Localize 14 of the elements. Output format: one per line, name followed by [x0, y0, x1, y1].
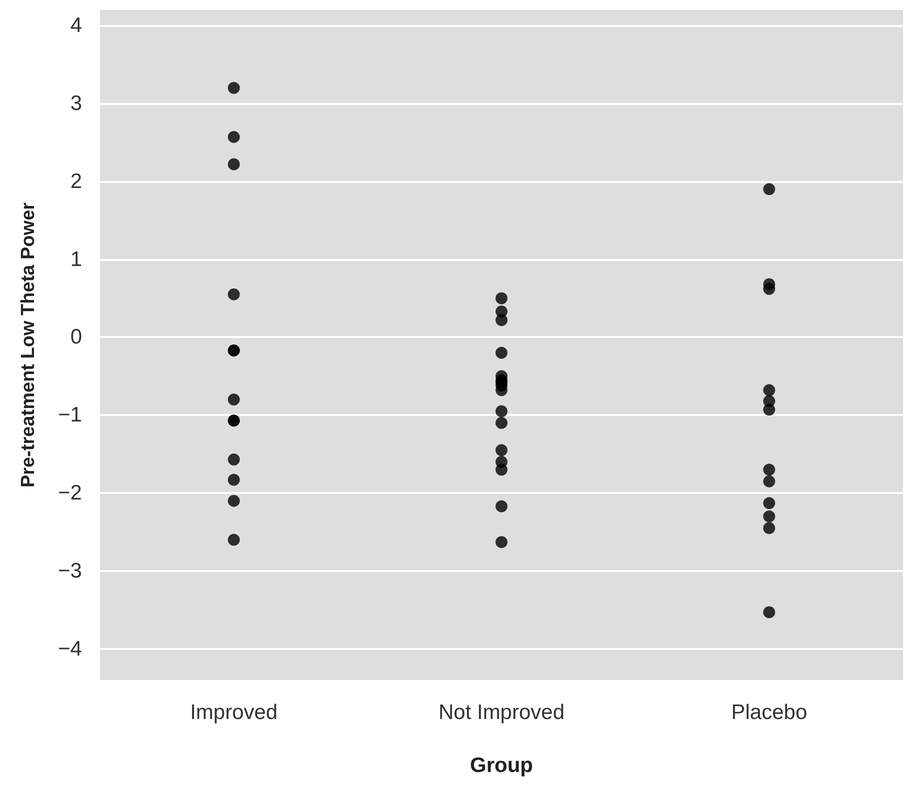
- x-axis-title: Group: [470, 754, 533, 777]
- y-axis-title: Pre-treatment Low Theta Power: [18, 202, 39, 488]
- y-tick-label: 2: [70, 170, 82, 193]
- x-tick-label: Placebo: [731, 701, 808, 724]
- x-tick-label: Not Improved: [438, 701, 565, 724]
- y-tick-label: −3: [58, 559, 82, 582]
- y-tick-label: −2: [58, 482, 82, 505]
- x-tick-label: Improved: [190, 701, 278, 724]
- y-tick-label: −4: [58, 637, 82, 660]
- y-tick-label: −1: [58, 404, 82, 427]
- y-tick-label: 0: [70, 326, 82, 349]
- y-tick-label: 4: [70, 14, 82, 38]
- y-tick-label: 3: [70, 92, 82, 115]
- y-tick-label: 1: [70, 248, 82, 271]
